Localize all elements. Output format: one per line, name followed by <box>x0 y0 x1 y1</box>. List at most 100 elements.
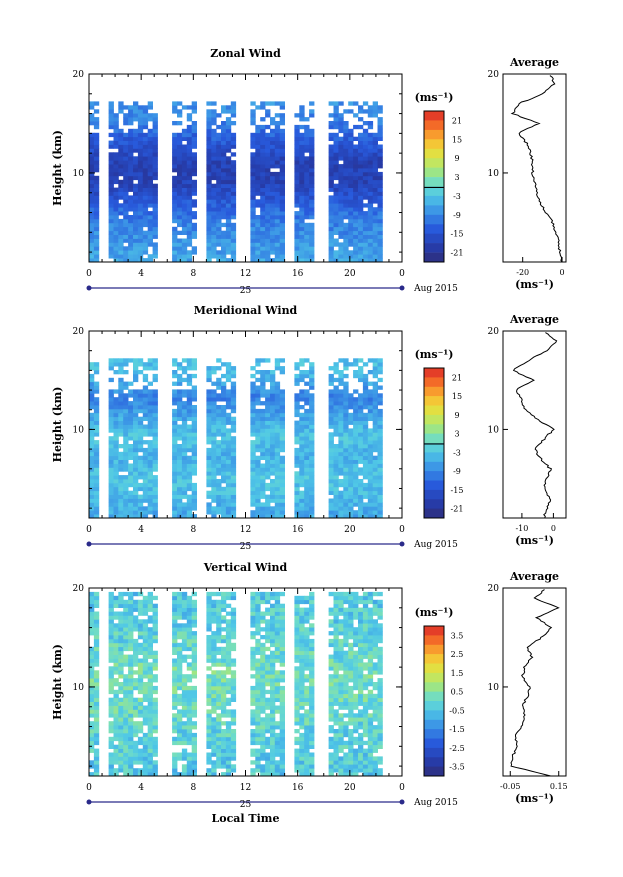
heatmap-cell <box>275 421 280 425</box>
heatmap-cell <box>358 164 363 168</box>
heatmap-cell <box>260 471 265 475</box>
heatmap-cell <box>299 254 304 258</box>
heatmap-cell <box>309 686 314 690</box>
heatmap-cell <box>118 674 123 678</box>
heatmap-cell <box>260 203 265 207</box>
heatmap-cell <box>143 184 148 188</box>
heatmap-cell <box>250 428 255 432</box>
heatmap-cell <box>275 250 280 254</box>
heatmap-cell <box>114 223 119 227</box>
heatmap-cell <box>368 160 373 164</box>
heatmap-cell <box>343 760 348 764</box>
heatmap-cell <box>206 756 211 760</box>
heatmap-cell <box>118 254 123 258</box>
heatmap-cell <box>118 721 123 725</box>
heatmap-cell <box>128 401 133 405</box>
heatmap-cell <box>270 432 275 436</box>
heatmap-cell <box>211 674 216 678</box>
heatmap-cell <box>226 753 231 757</box>
heatmap-cell <box>250 440 255 444</box>
heatmap-cell <box>187 741 192 745</box>
heatmap-cell <box>348 203 353 207</box>
heatmap-cell <box>206 160 211 164</box>
heatmap-cell <box>182 358 187 362</box>
heatmap-cell <box>304 421 309 425</box>
heatmap-cell <box>123 655 128 659</box>
heatmap-cell <box>192 619 197 623</box>
heatmap-cell <box>309 164 314 168</box>
heatmap-cell <box>177 623 182 627</box>
heatmap-cell <box>211 370 216 374</box>
heatmap-cell <box>309 608 314 612</box>
heatmap-cell <box>182 164 187 168</box>
heatmap-cell <box>294 366 299 370</box>
heatmap-cell <box>206 125 211 129</box>
heatmap-cell <box>216 706 221 710</box>
heatmap-cell <box>216 358 221 362</box>
heatmap-cell <box>94 729 99 733</box>
heatmap-cell <box>153 393 158 397</box>
heatmap-cell <box>275 627 280 631</box>
heatmap-cell <box>133 113 138 117</box>
heatmap-cell <box>192 184 197 188</box>
heatmap-cell <box>353 231 358 235</box>
heatmap-cell <box>114 655 119 659</box>
heatmap-cell <box>148 670 153 674</box>
heatmap-cell <box>143 378 148 382</box>
heatmap-cell <box>304 639 309 643</box>
heatmap-cell <box>123 682 128 686</box>
heatmap-cell <box>94 753 99 757</box>
heatmap-cell <box>148 725 153 729</box>
heatmap-cell <box>89 737 94 741</box>
heatmap-cell <box>255 604 260 608</box>
heatmap-cell <box>280 698 285 702</box>
heatmap-cell <box>89 215 94 219</box>
heatmap-cell <box>109 417 114 421</box>
heatmap-cell <box>329 452 334 456</box>
heatmap-cell <box>343 413 348 417</box>
heatmap-cell <box>216 199 221 203</box>
heatmap-cell <box>226 737 231 741</box>
heatmap-cell <box>89 374 94 378</box>
heatmap-cell <box>221 596 226 600</box>
heatmap-cell <box>187 713 192 717</box>
day-axis-start <box>87 286 92 291</box>
heatmap-cell <box>309 643 314 647</box>
heatmap-cell <box>118 250 123 254</box>
heatmap-cell <box>128 729 133 733</box>
heatmap-cell <box>216 148 221 152</box>
heatmap-cell <box>123 219 128 223</box>
heatmap-cell <box>265 627 270 631</box>
heatmap-cell <box>255 440 260 444</box>
heatmap-cell <box>211 706 216 710</box>
heatmap-cell <box>206 405 211 409</box>
heatmap-cell <box>294 152 299 156</box>
heatmap-cell <box>216 211 221 215</box>
heatmap-cell <box>211 635 216 639</box>
heatmap-cell <box>280 413 285 417</box>
heatmap-cell <box>177 756 182 760</box>
heatmap-cell <box>299 425 304 429</box>
heatmap-cell <box>363 362 368 366</box>
heatmap-cell <box>270 172 275 176</box>
heatmap-cell <box>118 745 123 749</box>
heatmap-cell <box>250 393 255 397</box>
heatmap-cell <box>143 192 148 196</box>
heatmap-cell <box>114 389 119 393</box>
heatmap-cell <box>250 133 255 137</box>
heatmap-cell <box>363 487 368 491</box>
heatmap-cell <box>343 172 348 176</box>
heatmap-cell <box>133 670 138 674</box>
heatmap-cell <box>270 246 275 250</box>
heatmap-cell <box>118 160 123 164</box>
heatmap-cell <box>153 425 158 429</box>
heatmap-cell <box>216 467 221 471</box>
heatmap-cell <box>89 432 94 436</box>
heatmap-cell <box>94 612 99 616</box>
heatmap-cell <box>206 464 211 468</box>
heatmap-cell <box>128 109 133 113</box>
heatmap-cell <box>118 444 123 448</box>
heatmap-cell <box>123 592 128 596</box>
heatmap-cell <box>265 495 270 499</box>
heatmap-cell <box>128 235 133 239</box>
